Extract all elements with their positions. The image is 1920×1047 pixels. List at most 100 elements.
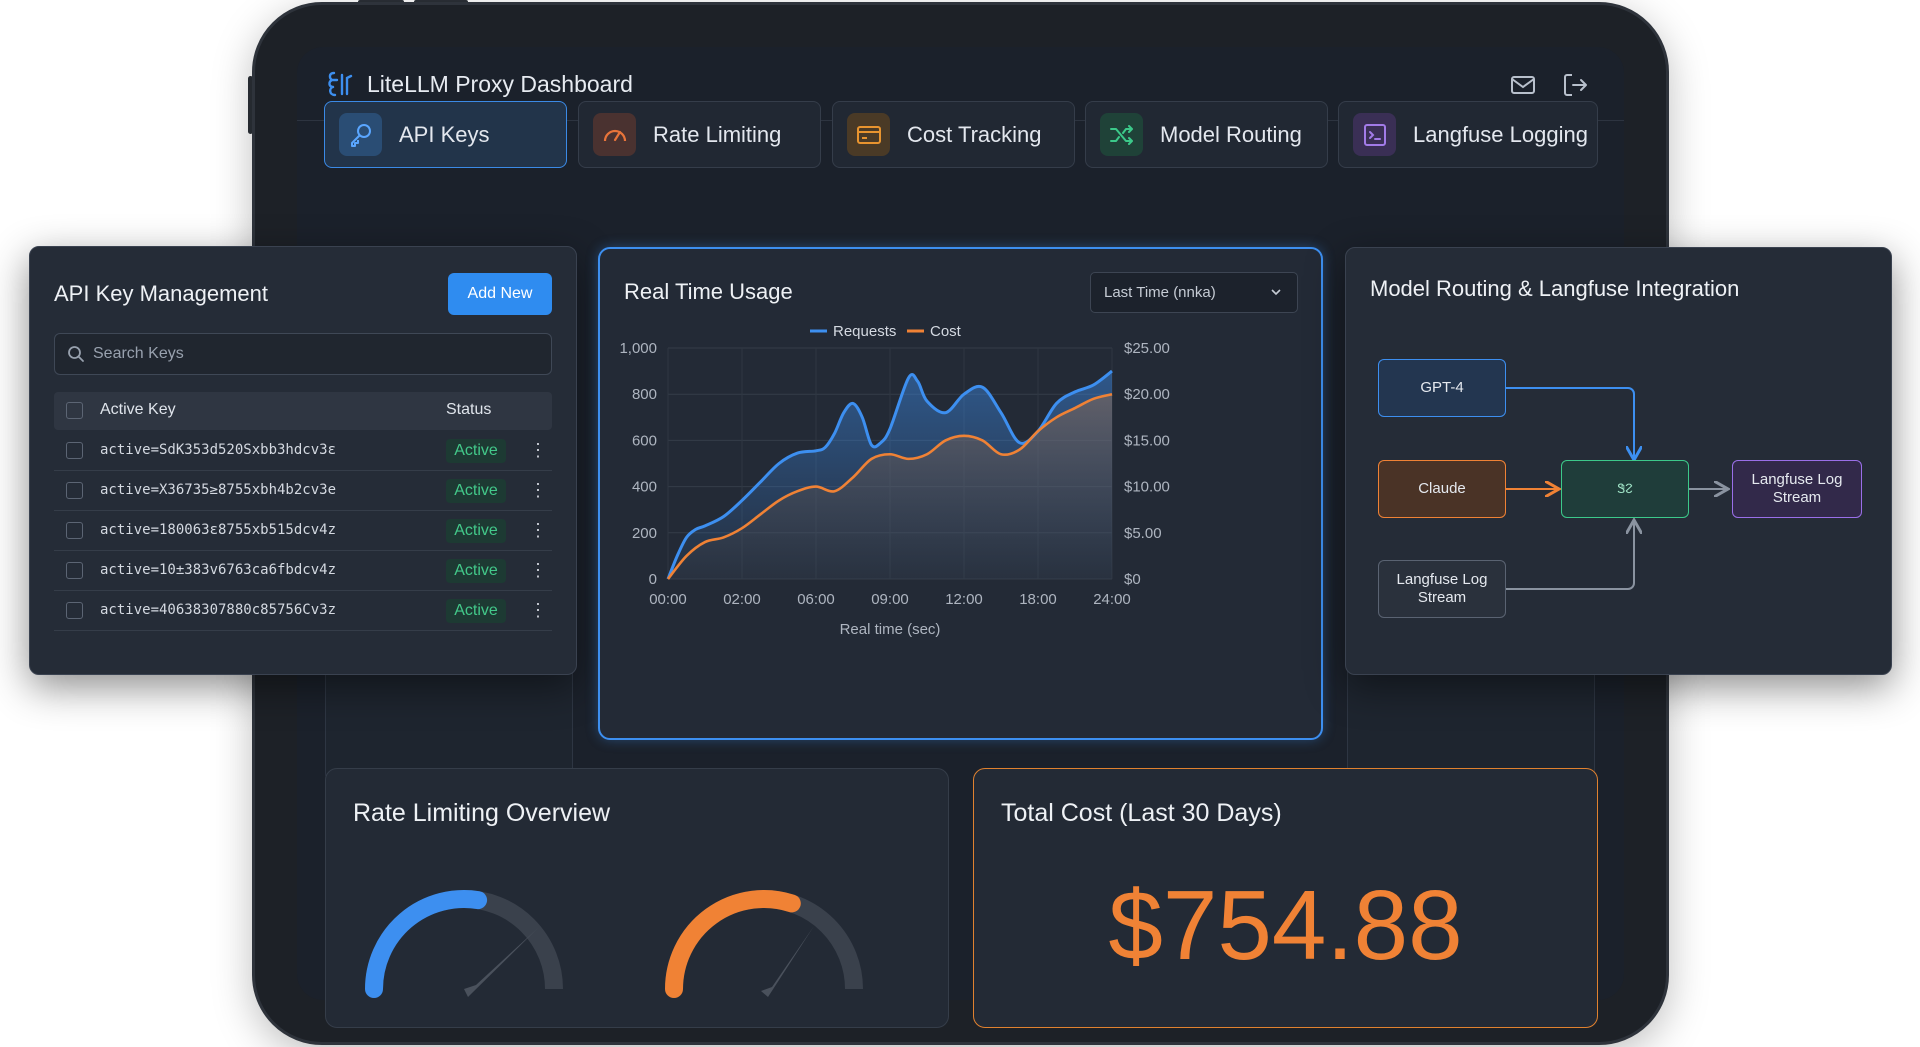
device-side-button xyxy=(248,76,253,134)
tab-label: Cost Tracking xyxy=(907,121,1042,147)
x-tick-label: 24:00 xyxy=(1093,591,1131,608)
status-badge: Active xyxy=(446,599,506,623)
add-new-button[interactable]: Add New xyxy=(448,273,552,315)
status-badge: Active xyxy=(446,559,506,583)
credit-card-icon xyxy=(847,113,890,156)
x-axis-label: Real time (sec) xyxy=(840,621,941,638)
search-box xyxy=(54,333,552,375)
x-tick-label: 06:00 xyxy=(797,591,835,608)
y-tick-label-left: 200 xyxy=(632,525,657,542)
card-title: API Key Management xyxy=(54,281,269,306)
y-tick-label-right: $25.00 xyxy=(1124,340,1170,357)
terminal-icon xyxy=(1353,113,1396,156)
routing-connectors xyxy=(1505,387,1893,590)
cost-area xyxy=(668,394,1112,579)
card-title: Model Routing & Langfuse Integration xyxy=(1370,276,1740,301)
tab-cost-tracking[interactable]: Cost Tracking xyxy=(832,101,1075,168)
row-menu-icon[interactable]: ⋮ xyxy=(529,480,547,500)
search-icon xyxy=(68,346,84,362)
api-key-value: active=X36735≥8755xbh4b2cv3e xyxy=(100,482,337,498)
tab-rate-limiting[interactable]: Rate Limiting xyxy=(578,101,821,168)
requests-line xyxy=(666,369,1113,580)
legend-label-requests: Requests xyxy=(833,323,896,340)
node-langfuse-log-stream[interactable]: Langfuse Log Stream xyxy=(1732,460,1862,518)
y-tick-label-right: $15.00 xyxy=(1124,432,1170,449)
rate-gauges xyxy=(365,890,863,998)
chevron-down-icon xyxy=(1271,289,1281,296)
real-time-usage-card: Real Time Usage Last Time (nnka) 0 200 400… xyxy=(598,247,1323,740)
search-input[interactable] xyxy=(93,334,533,374)
tab-langfuse-logging[interactable]: Langfuse Logging xyxy=(1338,101,1598,168)
node-claude[interactable]: Claude xyxy=(1378,460,1506,518)
row-checkbox[interactable] xyxy=(66,602,83,619)
column-header-active-key: Active Key xyxy=(100,401,176,418)
tab-label: Langfuse Logging xyxy=(1413,121,1588,147)
node-router[interactable]: Ꮥᱮ xyxy=(1561,460,1689,518)
model-routing-card: Model Routing & Langfuse Integration GPT… xyxy=(1345,247,1892,675)
total-cost-card: Total Cost (Last 30 Days) $754.88 xyxy=(973,768,1598,1028)
speedometer-icon xyxy=(593,113,636,156)
gauge-track xyxy=(665,890,863,990)
y-tick-label-left: 1,000 xyxy=(619,340,657,357)
gauge-fill xyxy=(365,890,488,998)
row-menu-icon[interactable]: ⋮ xyxy=(529,600,547,620)
table-row: active=10±383v6763ca6fbdcv4z Active ⋮ xyxy=(54,551,552,591)
gauge-fill xyxy=(665,890,801,998)
api-key-value: active=180063ε8755xb515dcv4z xyxy=(100,522,337,538)
row-checkbox[interactable] xyxy=(66,442,83,459)
time-range-select[interactable]: Last Time (nnka) xyxy=(1090,272,1298,313)
api-key-value: active=SdK353d520Sxbb3hdcv3ε xyxy=(100,442,337,458)
row-menu-icon[interactable]: ⋮ xyxy=(529,560,547,580)
y-tick-label-left: 0 xyxy=(649,571,657,588)
row-menu-icon[interactable]: ⋮ xyxy=(529,520,547,540)
column-header-status: Status xyxy=(446,401,492,418)
table-row: active=SdK353d520Sxbb3hdcv3ε Active ⋮ xyxy=(54,431,552,471)
rate-limiting-overview-card: Rate Limiting Overview xyxy=(325,768,949,1028)
cost-line xyxy=(666,392,1113,580)
card-title: Real Time Usage xyxy=(624,279,793,304)
api-key-management-card: API Key Management Add New Active Key St… xyxy=(29,246,577,675)
mail-icon[interactable] xyxy=(1509,71,1537,99)
status-badge: Active xyxy=(446,439,506,463)
table-header: Active Key Status xyxy=(54,392,552,430)
key-icon xyxy=(339,113,382,156)
card-title: Total Cost (Last 30 Days) xyxy=(1001,799,1282,827)
row-menu-icon[interactable]: ⋮ xyxy=(529,440,547,460)
row-checkbox[interactable] xyxy=(66,522,83,539)
y-tick-label-right: $0 xyxy=(1124,571,1141,588)
gauge-needle xyxy=(761,926,814,997)
status-badge: Active xyxy=(446,479,506,503)
row-checkbox[interactable] xyxy=(66,562,83,579)
card-title: Rate Limiting Overview xyxy=(353,799,611,827)
litellm-logo-icon xyxy=(328,71,353,97)
y-tick-label-right: $20.00 xyxy=(1124,386,1170,403)
tab-label: API Keys xyxy=(399,121,490,147)
tab-model-routing[interactable]: Model Routing xyxy=(1085,101,1328,168)
node-gpt4[interactable]: GPT-4 xyxy=(1378,359,1506,417)
status-badge: Active xyxy=(446,519,506,543)
x-tick-label: 02:00 xyxy=(723,591,761,608)
logout-icon[interactable] xyxy=(1561,71,1589,99)
y-tick-label-left: 600 xyxy=(632,432,657,449)
usage-line-chart: 0 200 400 600 800 1,000 $0 $5.00 $10.00 $15.00 $20… xyxy=(619,323,1170,638)
api-key-value: active=10±383v6763ca6fbdcv4z xyxy=(100,562,337,578)
connector-gpt4-router xyxy=(1505,387,1634,458)
x-tick-label: 00:00 xyxy=(649,591,687,608)
app-title: LiteLLM Proxy Dashboard xyxy=(367,71,633,97)
gauge-needle xyxy=(464,927,539,997)
node-langfuse-log-stream-source[interactable]: Langfuse Log Stream xyxy=(1378,560,1506,618)
tab-label: Model Routing xyxy=(1160,121,1302,147)
select-all-checkbox[interactable] xyxy=(66,402,83,419)
y-tick-label-left: 400 xyxy=(632,479,657,496)
legend-label-cost: Cost xyxy=(930,323,962,340)
y-tick-label-right: $10.00 xyxy=(1124,479,1170,496)
y-tick-label-right: $5.00 xyxy=(1124,525,1162,542)
table-row: active=X36735≥8755xbh4b2cv3e Active ⋮ xyxy=(54,471,552,511)
row-checkbox[interactable] xyxy=(66,482,83,499)
time-range-value: Last Time (nnka) xyxy=(1104,284,1216,301)
total-cost-value: $754.88 xyxy=(1108,870,1463,980)
x-tick-label: 18:00 xyxy=(1019,591,1057,608)
gauge-track xyxy=(365,890,563,990)
tab-api-keys[interactable]: API Keys xyxy=(324,101,567,168)
connector-langfuse-router xyxy=(1505,522,1634,590)
